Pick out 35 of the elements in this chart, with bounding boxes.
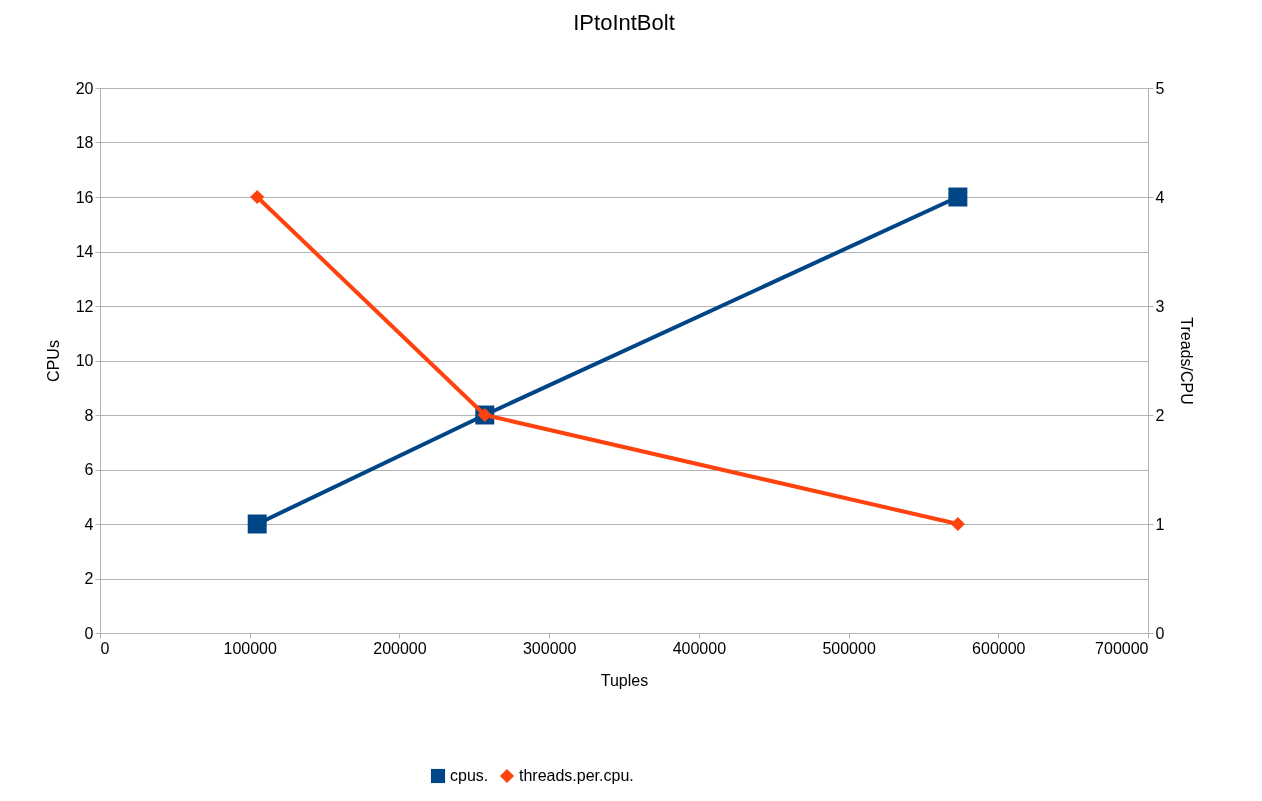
chart-title: IPtoIntBolt [573,10,675,35]
x-tick-label: 400000 [672,639,727,657]
y-tick-label: 14 [75,243,94,260]
x-tick-label: 200000 [373,639,427,657]
y2-tick-label: 0 [1155,624,1165,642]
y-tick-label: 4 [84,515,94,533]
y-axis-title: CPUs [44,340,62,382]
y-tick-label: 18 [75,134,94,151]
y-tick-label: 8 [84,406,94,424]
x-tick-label: 300000 [522,639,577,657]
x-tick-label: 600000 [972,639,1026,657]
y-tick-label: 20 [75,79,94,97]
legend-label: threads.per.cpu. [519,767,634,784]
y2-tick-label: 4 [1155,188,1165,206]
x-tick-label: 700000 [1095,639,1149,657]
point [247,514,267,534]
y-tick-label: 2 [84,570,94,587]
point [950,516,965,532]
y2-tick-label: 5 [1155,79,1165,97]
legend-label: cpus. [450,767,489,784]
point [250,189,265,205]
x-axis-title: Tuples [600,671,649,689]
x-tick-label: 0 [100,639,110,657]
y-tick-label: 0 [84,624,94,642]
x-tick-label: 100000 [223,639,278,657]
y-tick-label: 12 [75,297,94,315]
y2-tick-label: 1 [1155,515,1165,533]
x-tick-label: 500000 [822,639,876,657]
y-tick-label: 6 [84,461,94,478]
y-tick-label: 16 [75,188,94,206]
y2-axis-title: Treads/CPU [1178,317,1196,405]
y-tick-label: 10 [75,352,94,369]
y2-tick-label: 3 [1155,297,1165,315]
point [948,187,968,207]
y2-tick-label: 2 [1155,406,1165,424]
